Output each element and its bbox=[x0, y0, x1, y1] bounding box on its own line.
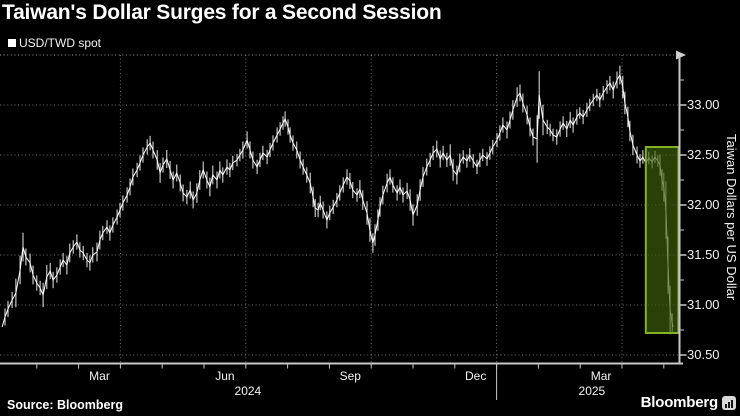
chart-title: Taiwan's Dollar Surges for a Second Sess… bbox=[2, 1, 442, 24]
x-year-label: 2024 bbox=[234, 384, 262, 398]
y-tick-label: 32.50 bbox=[687, 147, 720, 162]
legend: USD/TWD spot bbox=[8, 36, 101, 50]
x-tick-label: Sep bbox=[339, 369, 361, 383]
y-tick-label: 31.50 bbox=[687, 247, 720, 262]
bloomberg-wordmark: Bloomberg bbox=[640, 394, 719, 411]
x-tick-label: Mar bbox=[89, 369, 110, 383]
x-tick-label: Jun bbox=[215, 369, 235, 383]
y-tick-label: 30.50 bbox=[687, 347, 720, 362]
y-tick-label: 31.00 bbox=[687, 297, 720, 312]
legend-label: USD/TWD spot bbox=[19, 36, 102, 50]
bloomberg-brand: Bloomberg bbox=[641, 394, 736, 411]
y-axis-title: Taiwan Dollars per US Dollar bbox=[724, 134, 739, 301]
legend-swatch-icon bbox=[8, 39, 16, 47]
x-tick-label: Dec bbox=[465, 369, 487, 383]
bloomberg-bars-icon bbox=[722, 395, 736, 410]
x-tick-label: Mar bbox=[590, 369, 612, 383]
source-note: Source: Bloomberg bbox=[7, 398, 123, 412]
y-tick-label: 33.00 bbox=[687, 97, 720, 112]
y-tick-label: 32.00 bbox=[687, 197, 720, 212]
x-year-label: 2025 bbox=[578, 384, 606, 398]
